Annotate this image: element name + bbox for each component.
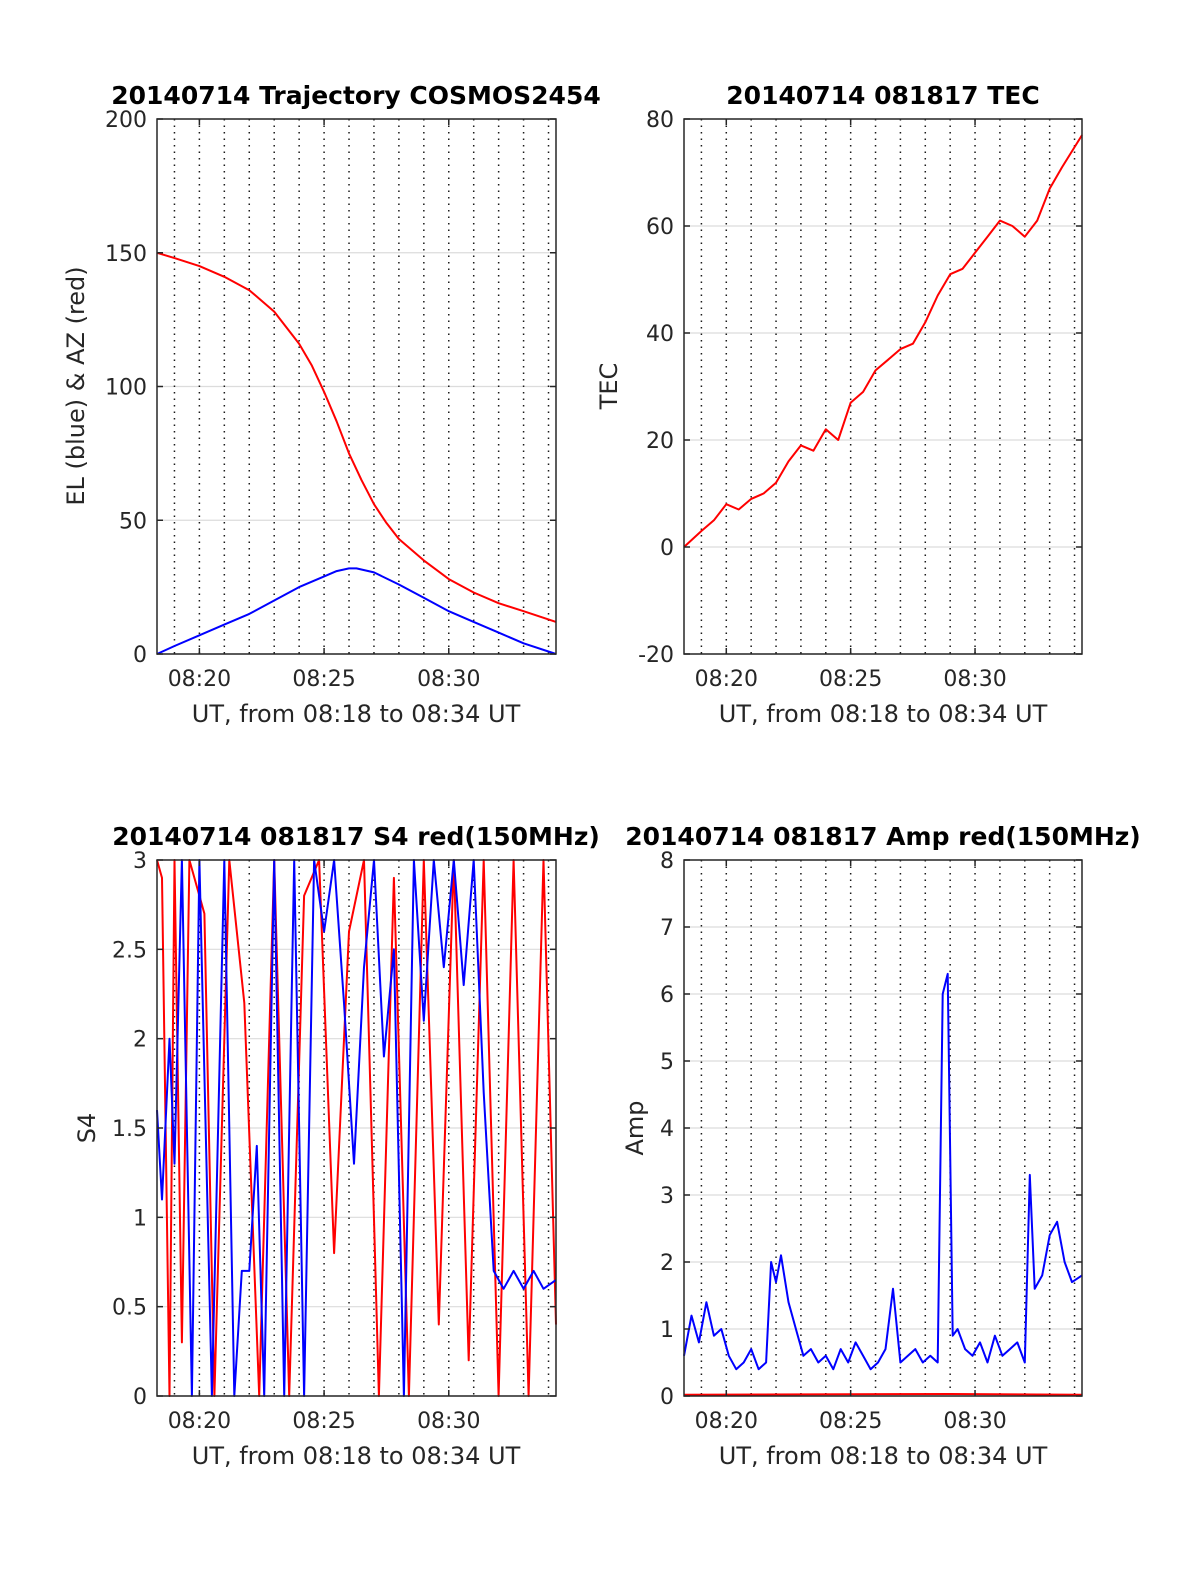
s4-panel: 08:20 08:25 08:30 0 0.5 1 1.5 2 2.5 3 20140714 08…: [73, 822, 600, 1470]
amp-xtick-label-1: 08:25: [819, 1409, 882, 1434]
trajectory-x-axis-label: UT, from 08:18 to 08:34 UT: [192, 700, 521, 728]
amp-ytick-label-7: 7: [660, 916, 674, 941]
amp-y-axis-label: Amp: [621, 1100, 649, 1155]
trajectory-grid: [157, 118, 556, 655]
s4-ytick-label-4: 2: [133, 1028, 147, 1053]
s4-ytick-label-1: 0.5: [112, 1296, 147, 1321]
tec-panel: 08:20 08:25 08:30 -20 0 20 40 60 80 20140714 081…: [595, 81, 1083, 728]
s4-xtick-label-0: 08:20: [168, 1409, 231, 1434]
amp-ytick-label-3: 3: [660, 1184, 674, 1209]
s4-ytick-label-5: 2.5: [112, 938, 147, 963]
amp-ytick-label-2: 2: [660, 1251, 674, 1276]
trajectory-series-0: [156, 251, 557, 623]
trajectory-ytick-label-0: 0: [133, 643, 147, 668]
tec-plot-area: [684, 119, 1082, 654]
s4-ytick-label-0: 0: [133, 1385, 147, 1410]
amp-ytick-label-0: 0: [660, 1385, 674, 1410]
s4-xtick-label-1: 08:25: [292, 1409, 355, 1434]
amp-panel: 08:20 08:25 08:30 0 1 2 3 4 5 6 7 8 20140714 081817…: [621, 822, 1141, 1470]
s4-x-axis-label: UT, from 08:18 to 08:34 UT: [192, 1442, 521, 1470]
s4-xtick-label-2: 08:30: [417, 1409, 480, 1434]
trajectory-xtick-label-0: 08:20: [168, 667, 231, 692]
tec-y-axis-label: TEC: [595, 363, 623, 411]
tec-xtick-label-0: 08:20: [695, 667, 758, 692]
trajectory-ticks: 08:20 08:25 08:30 0 50 100 150 200: [105, 108, 556, 692]
s4-ytick-label-6: 3: [133, 849, 147, 874]
amp-ytick-label-6: 6: [660, 983, 674, 1008]
tec-ytick-label-0: -20: [638, 643, 674, 668]
trajectory-panel: 08:20 08:25 08:30 0 50 100 150 200 20140714 Tra…: [62, 81, 601, 728]
tec-x-axis-label: UT, from 08:18 to 08:34 UT: [719, 700, 1048, 728]
tec-xtick-label-2: 08:30: [943, 667, 1006, 692]
s4-title: 20140714 081817 S4 red(150MHz): [112, 822, 600, 851]
tec-ticks: 08:20 08:25 08:30 -20 0 20 40 60 80: [638, 108, 1082, 692]
trajectory-ytick-label-3: 150: [105, 242, 147, 267]
amp-ytick-label-1: 1: [660, 1318, 674, 1343]
tec-ytick-label-5: 80: [646, 108, 674, 133]
trajectory-series-1: [156, 567, 557, 655]
amp-xtick-label-0: 08:20: [695, 1409, 758, 1434]
amp-ytick-label-5: 5: [660, 1050, 674, 1075]
amp-series-1: [683, 1393, 1083, 1396]
trajectory-ytick-label-4: 200: [105, 108, 147, 133]
tec-ytick-label-4: 60: [646, 215, 674, 240]
amp-ytick-label-4: 4: [660, 1117, 674, 1142]
tec-axes-box: [683, 118, 1083, 655]
tec-ytick-label-2: 20: [646, 429, 674, 454]
s4-ticks: 08:20 08:25 08:30 0 0.5 1 1.5 2 2.5 3: [112, 849, 556, 1434]
amp-series-0: [683, 972, 1083, 1371]
amp-ticks: 08:20 08:25 08:30 0 1 2 3 4 5 6 7 8: [660, 849, 1082, 1434]
s4-ytick-label-3: 1.5: [112, 1117, 147, 1142]
tec-ytick-label-3: 40: [646, 322, 674, 347]
amp-series-group: [683, 972, 1083, 1396]
amp-ytick-label-8: 8: [660, 849, 674, 874]
trajectory-xtick-label-1: 08:25: [292, 667, 355, 692]
tec-series-group: [683, 134, 1083, 548]
tec-series-0: [683, 134, 1083, 548]
trajectory-y-axis-label: EL (blue) & AZ (red): [62, 266, 90, 505]
trajectory-series-group: [156, 251, 557, 655]
trajectory-ytick-label-2: 100: [105, 376, 147, 401]
s4-y-axis-label: S4: [73, 1113, 101, 1144]
s4-ytick-label-2: 1: [133, 1206, 147, 1231]
trajectory-title: 20140714 Trajectory COSMOS2454: [111, 81, 601, 110]
amp-x-axis-label: UT, from 08:18 to 08:34 UT: [719, 1442, 1048, 1470]
tec-title: 20140714 081817 TEC: [726, 81, 1039, 110]
trajectory-xtick-label-2: 08:30: [417, 667, 480, 692]
amp-title: 20140714 081817 Amp red(150MHz): [625, 822, 1141, 851]
tec-ytick-label-1: 0: [660, 536, 674, 561]
tec-xtick-label-1: 08:25: [819, 667, 882, 692]
amp-xtick-label-2: 08:30: [943, 1409, 1006, 1434]
trajectory-ytick-label-1: 50: [119, 509, 147, 534]
